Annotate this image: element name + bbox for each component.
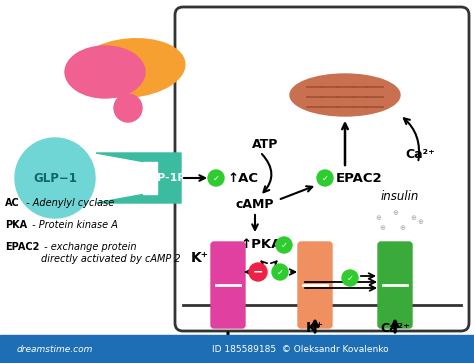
Text: ✓: ✓ <box>321 174 328 183</box>
Text: ✓: ✓ <box>276 268 283 277</box>
FancyBboxPatch shape <box>378 242 412 328</box>
Circle shape <box>342 270 358 286</box>
Ellipse shape <box>65 46 145 98</box>
Text: ✓: ✓ <box>212 174 219 183</box>
Text: insulin: insulin <box>381 189 419 203</box>
Text: ID 185589185  © Oleksandr Kovalenko: ID 185589185 © Oleksandr Kovalenko <box>212 344 388 354</box>
Text: ⊕: ⊕ <box>375 215 381 221</box>
Text: ATP: ATP <box>252 139 278 151</box>
Text: - Protein kinase A: - Protein kinase A <box>29 220 118 230</box>
Text: ⊕: ⊕ <box>399 225 405 231</box>
Text: −: − <box>253 265 263 278</box>
Circle shape <box>15 138 95 218</box>
Bar <box>0 335 474 363</box>
Text: PKA: PKA <box>5 220 27 230</box>
Text: ⊕: ⊕ <box>392 210 398 216</box>
Ellipse shape <box>75 39 185 97</box>
Text: dreamstime.com: dreamstime.com <box>17 344 93 354</box>
Text: EPAC2: EPAC2 <box>5 242 39 252</box>
Text: GLP−1: GLP−1 <box>33 171 77 184</box>
Text: K⁺: K⁺ <box>191 251 209 265</box>
Circle shape <box>317 170 333 186</box>
Circle shape <box>276 237 292 253</box>
FancyBboxPatch shape <box>211 242 245 328</box>
Circle shape <box>208 170 224 186</box>
Text: - exchange protein
directly activated by cAMP 2: - exchange protein directly activated by… <box>41 242 181 264</box>
Text: - Adenylyl cyclase: - Adenylyl cyclase <box>23 198 114 208</box>
Text: ⊕: ⊕ <box>417 219 423 225</box>
FancyBboxPatch shape <box>143 162 157 194</box>
Text: ✓: ✓ <box>346 273 354 282</box>
Text: GLP-1R: GLP-1R <box>142 173 186 183</box>
Ellipse shape <box>114 94 142 122</box>
Text: ↑AC: ↑AC <box>227 171 258 184</box>
Text: Ca²⁺: Ca²⁺ <box>405 148 435 162</box>
Text: ✓: ✓ <box>281 241 288 249</box>
Ellipse shape <box>290 74 400 116</box>
Text: K⁺: K⁺ <box>306 321 324 335</box>
Text: cAMP: cAMP <box>236 197 274 211</box>
Text: Ca²⁺: Ca²⁺ <box>380 322 410 334</box>
FancyBboxPatch shape <box>298 242 332 328</box>
Text: ⊕: ⊕ <box>410 215 416 221</box>
Circle shape <box>249 263 267 281</box>
Text: AC: AC <box>5 198 20 208</box>
Text: ⊕: ⊕ <box>379 225 385 231</box>
Text: EPAC2: EPAC2 <box>336 171 383 184</box>
FancyBboxPatch shape <box>175 7 469 331</box>
Circle shape <box>272 264 288 280</box>
Polygon shape <box>96 153 181 203</box>
Text: ↑PKA: ↑PKA <box>240 238 282 252</box>
